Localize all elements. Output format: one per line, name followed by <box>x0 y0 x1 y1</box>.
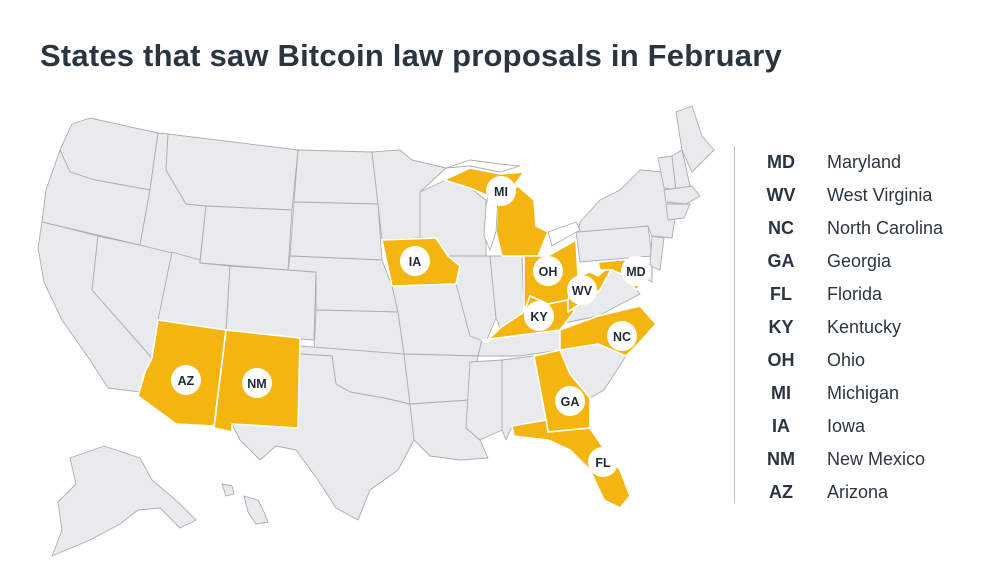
svg-text:FL: FL <box>595 456 611 470</box>
legend-abbr: MI <box>771 383 791 403</box>
state-MS <box>465 359 503 441</box>
legend-state-name: Ohio <box>827 350 866 370</box>
state-CO <box>225 265 317 341</box>
svg-text:NC: NC <box>613 330 631 344</box>
legend-row-ky: KY Kentucky <box>735 311 985 344</box>
state-AR <box>403 353 479 405</box>
state-NJ <box>649 235 665 271</box>
legend-abbr: FL <box>770 284 792 304</box>
legend-row-nm: NM New Mexico <box>735 443 985 476</box>
legend-abbr: MD <box>767 152 795 172</box>
label-IA[interactable]: IA <box>400 246 430 276</box>
legend-abbr: NM <box>767 449 795 469</box>
state-WY <box>199 205 293 271</box>
legend-row-oh: OH Ohio <box>735 344 985 377</box>
svg-text:WV: WV <box>572 284 593 298</box>
label-GA[interactable]: GA <box>555 386 585 416</box>
svg-text:KY: KY <box>530 310 548 324</box>
base-states <box>37 105 715 557</box>
state-MT <box>165 133 299 211</box>
legend-state-name: Maryland <box>827 152 902 172</box>
legend-state-name: Iowa <box>827 416 866 436</box>
state-SD <box>289 201 383 261</box>
state-labels: MI IA OH WV MD KY <box>171 176 651 477</box>
svg-text:IA: IA <box>409 255 422 269</box>
legend-row-fl: FL Florida <box>735 278 985 311</box>
label-WV[interactable]: WV <box>567 275 597 305</box>
legend-abbr: WV <box>766 185 796 205</box>
legend-state-name: North Carolina <box>827 218 944 238</box>
state-HI-2 <box>243 495 269 525</box>
legend-row-ia: IA Iowa <box>735 410 985 443</box>
svg-text:AZ: AZ <box>178 374 195 388</box>
state-KS <box>313 309 405 355</box>
legend-state-name: Arizona <box>827 482 889 502</box>
state-FL[interactable] <box>511 419 631 509</box>
legend-abbr: NC <box>768 218 794 238</box>
state-NY <box>577 169 677 239</box>
legend-row-nc: NC North Carolina <box>735 212 985 245</box>
label-OH[interactable]: OH <box>533 256 563 286</box>
map-title: States that saw Bitcoin law proposals in… <box>40 38 782 73</box>
legend-state-name: Florida <box>827 284 883 304</box>
legend-row-wv: WV West Virginia <box>735 179 985 212</box>
legend-state-name: West Virginia <box>827 185 933 205</box>
label-KY[interactable]: KY <box>524 301 554 331</box>
legend-state-name: New Mexico <box>827 449 926 469</box>
legend-row-md: MD Maryland <box>735 146 985 179</box>
legend-abbr: GA <box>767 251 795 271</box>
state-HI <box>221 483 235 497</box>
label-NM[interactable]: NM <box>242 368 272 398</box>
label-NC[interactable]: NC <box>607 321 637 351</box>
state-MA <box>663 185 701 205</box>
legend: MD Maryland WV West Virginia NC North Carolin… <box>734 146 943 503</box>
svg-text:MD: MD <box>626 265 645 279</box>
state-ND <box>293 149 379 205</box>
svg-text:OH: OH <box>539 265 558 279</box>
great-lakes <box>445 159 581 252</box>
legend-state-name: Kentucky <box>827 317 902 337</box>
legend-row-az: AZ Arizona <box>735 476 985 509</box>
legend-abbr: OH <box>767 350 795 370</box>
label-MI[interactable]: MI <box>486 176 516 206</box>
label-AZ[interactable]: AZ <box>171 365 201 395</box>
lake-superior <box>445 159 521 173</box>
svg-text:MI: MI <box>494 185 508 199</box>
label-MD[interactable]: MD <box>621 256 651 286</box>
state-AK <box>51 445 197 557</box>
svg-text:GA: GA <box>561 395 580 409</box>
legend-abbr: IA <box>772 416 790 436</box>
legend-state-name: Georgia <box>827 251 892 271</box>
state-CT <box>665 203 691 221</box>
legend-abbr: AZ <box>769 482 793 502</box>
legend-row-mi: MI Michigan <box>735 377 985 410</box>
lake-erie <box>547 221 581 247</box>
legend-abbr: KY <box>768 317 794 337</box>
state-TX <box>231 353 415 521</box>
legend-row-ga: GA Georgia <box>735 245 985 278</box>
state-ME <box>675 105 715 173</box>
legend-state-name: Michigan <box>827 383 900 403</box>
label-FL[interactable]: FL <box>588 447 618 477</box>
svg-text:NM: NM <box>247 377 266 391</box>
